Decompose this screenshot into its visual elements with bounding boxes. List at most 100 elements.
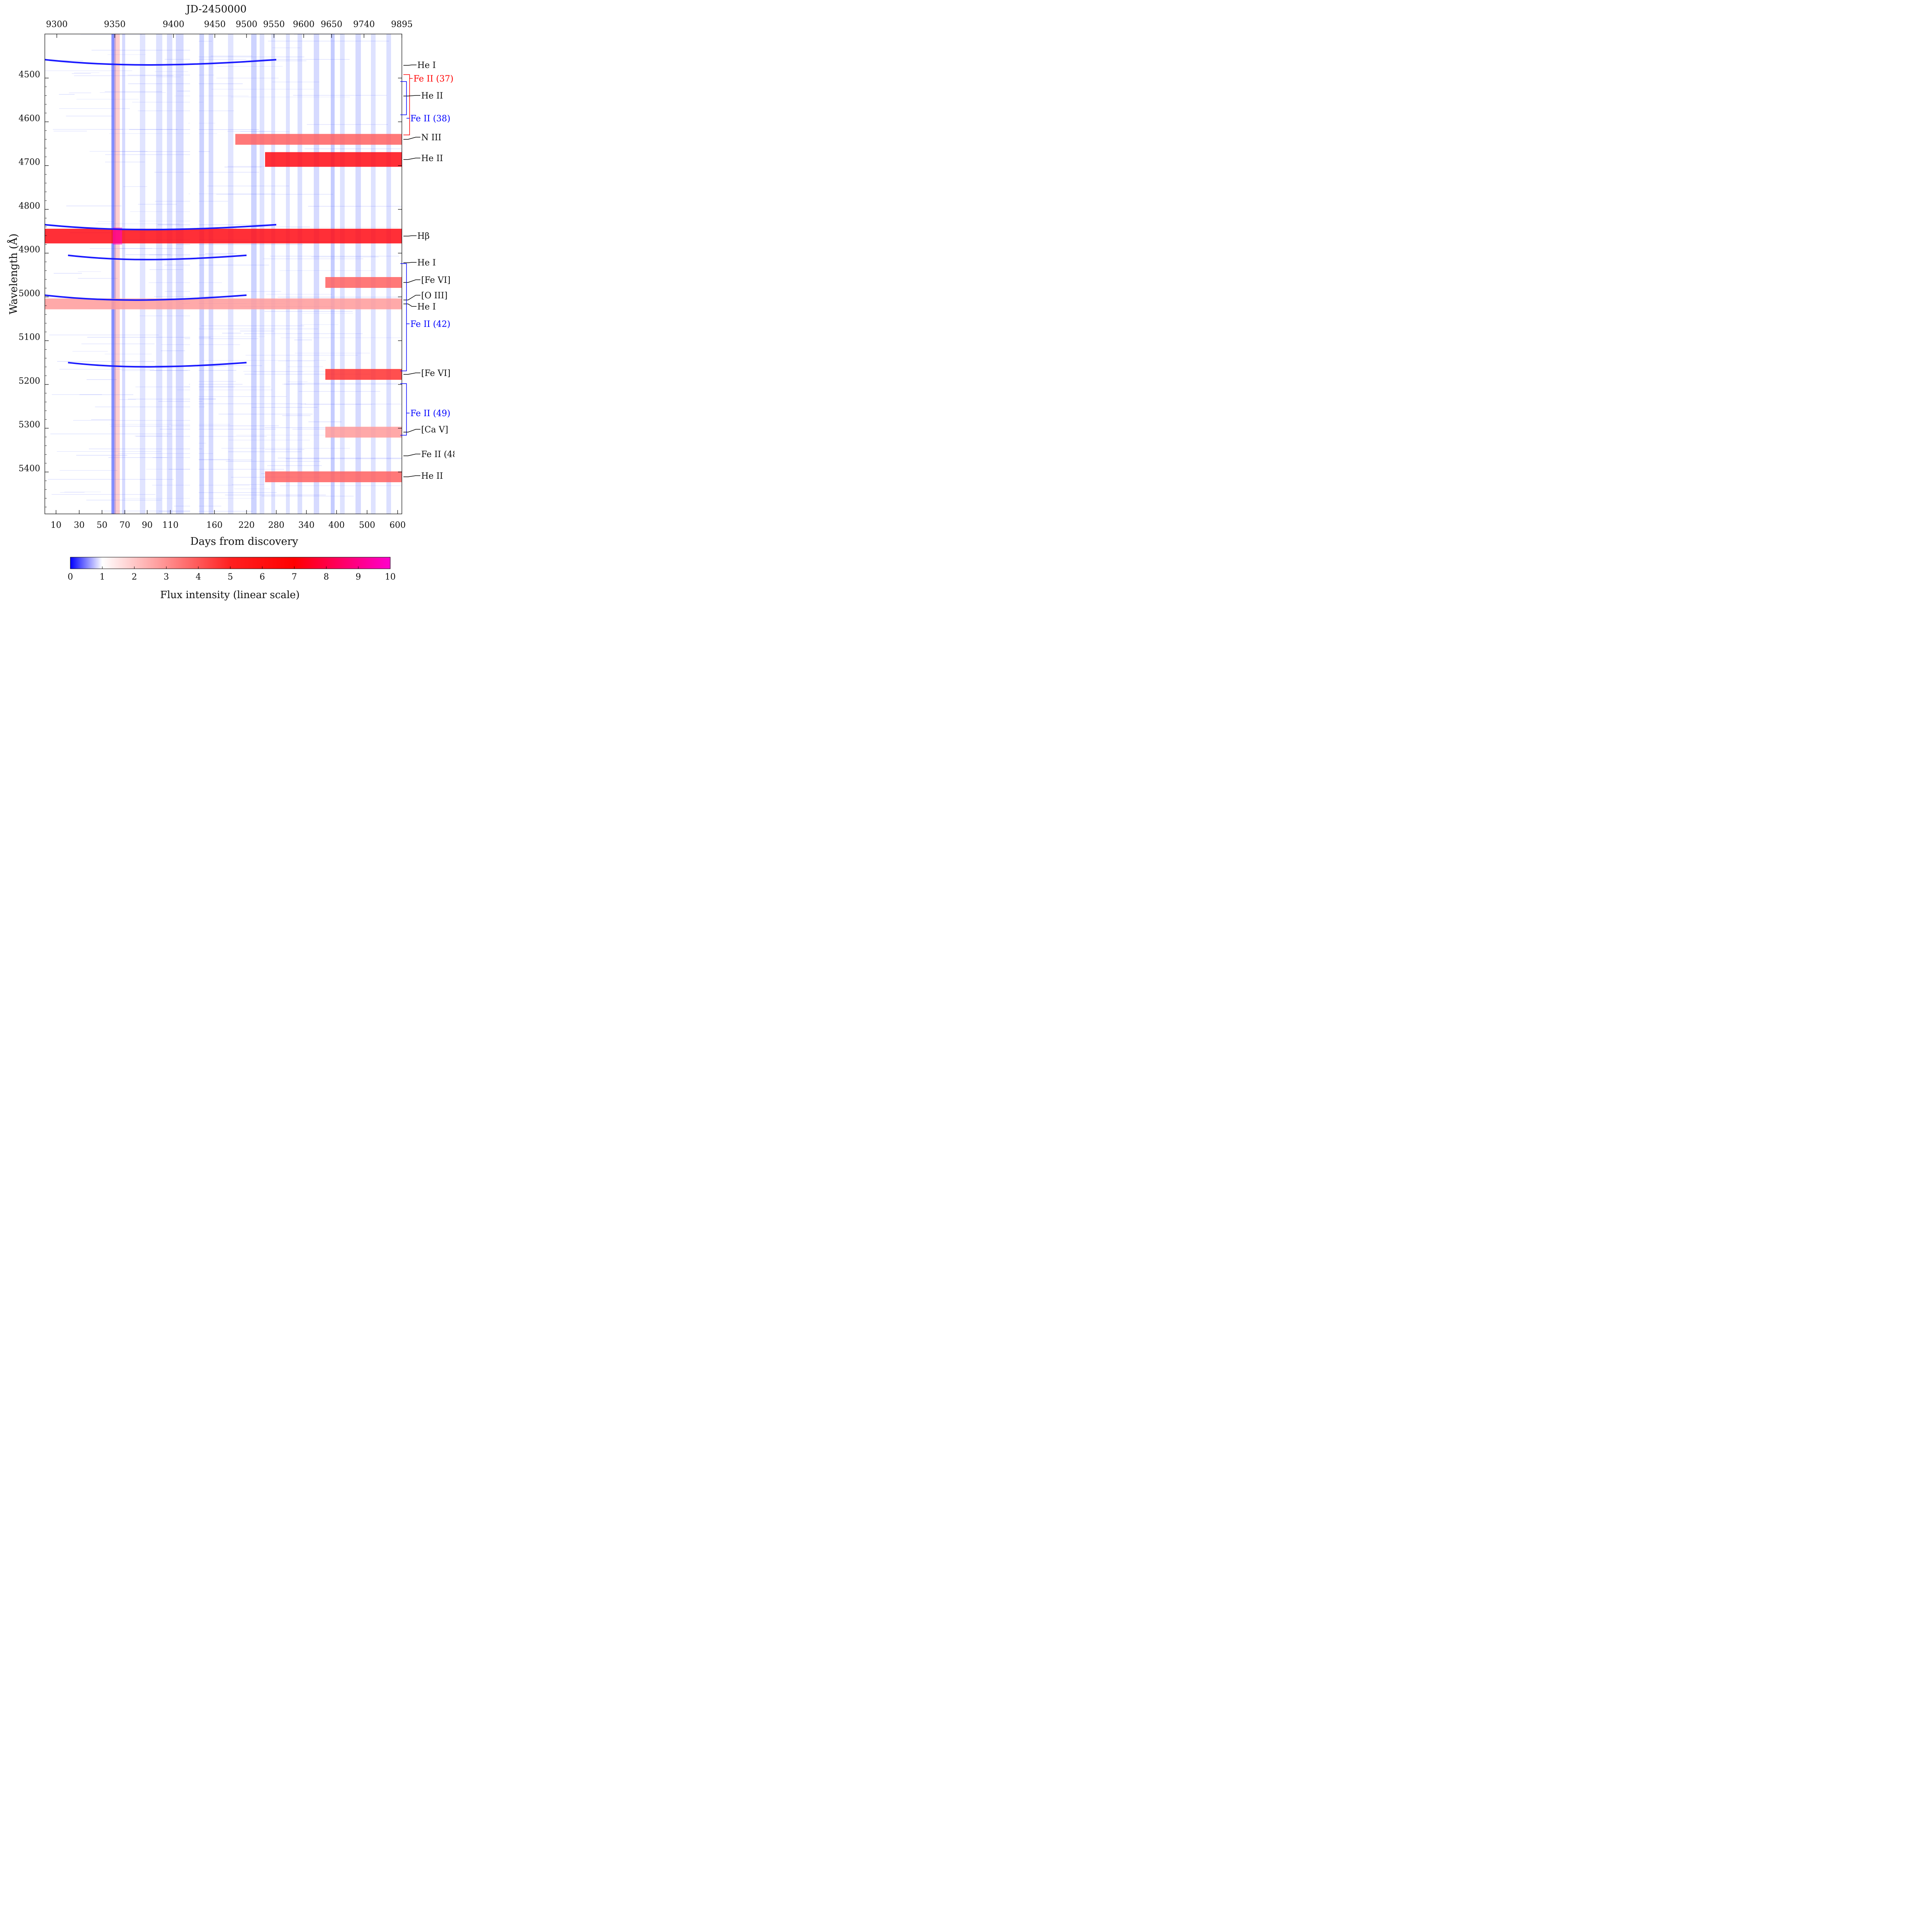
spectral-striation [60, 492, 85, 493]
spectral-striation [176, 244, 303, 245]
continuum-column [355, 34, 361, 514]
colorbar-ticks: 0 1 2 3 4 5 6 7 8 9 10 [68, 566, 396, 582]
heatmap-background [45, 34, 402, 514]
spectral-striation [109, 424, 230, 425]
x-tick-label: 110 [162, 520, 179, 530]
spectral-striation [130, 211, 191, 212]
spectral-striation [111, 151, 210, 152]
continuum-column [314, 34, 319, 514]
colorbar-tick-label: 1 [100, 572, 105, 582]
spectral-striation [126, 254, 171, 255]
continuum-column [251, 34, 257, 514]
spectral-striation [118, 453, 213, 454]
absorption-trough [45, 294, 247, 301]
x-tick-label: 30 [74, 520, 85, 530]
top-tick-label: 9350 [104, 20, 126, 29]
spectral-striation [105, 91, 162, 92]
line-pointer [403, 158, 420, 160]
line-label: [Fe VI] [421, 276, 451, 285]
spectral-striation [97, 221, 114, 222]
emission-band [45, 298, 402, 310]
spectral-striation [307, 124, 388, 125]
heatmap-area [45, 34, 402, 514]
y-tick-label: 4800 [19, 201, 40, 211]
spectral-striation [157, 224, 180, 225]
continuum-column [271, 34, 275, 514]
spectral-striation [301, 324, 338, 325]
spectral-striation [136, 436, 267, 437]
colorbar: 0 1 2 3 4 5 6 7 8 9 10 Flux intensity (linear scal… [68, 557, 396, 601]
x-tick-label: 220 [238, 520, 255, 530]
colorbar-tick-label: 10 [385, 572, 396, 582]
line-pointer [403, 303, 417, 307]
spectral-striation [265, 449, 304, 450]
spectral-striation [184, 338, 259, 339]
line-label: Fe II (49) [410, 409, 451, 418]
spectral-striation [155, 71, 188, 72]
spectral-striation [59, 94, 75, 95]
spectral-striation [149, 269, 183, 270]
spectral-striation [165, 59, 247, 60]
emission-band [45, 228, 402, 243]
spectral-striation [191, 396, 287, 397]
x-tick-label: 500 [359, 520, 375, 530]
spectral-striation [123, 186, 147, 187]
line-bracket [400, 383, 407, 436]
line-pointer [403, 279, 420, 283]
line-label: [Fe VI] [421, 369, 451, 378]
spectral-striation [71, 73, 91, 74]
spectral-striation [74, 75, 173, 76]
continuum-column [111, 34, 114, 514]
spectral-striation [193, 492, 277, 493]
spectral-striation [78, 271, 101, 272]
spectral-striation [45, 70, 133, 71]
spectral-striation [95, 406, 205, 407]
spectral-striation [252, 226, 310, 227]
emission-band [325, 277, 402, 288]
x-axis-title: Days from discovery [190, 536, 298, 548]
spectral-striation [265, 427, 369, 428]
line-pointer [403, 475, 420, 477]
top-tick-label: 9600 [293, 20, 315, 29]
line-bracket [403, 74, 410, 136]
absorption-trough [45, 224, 277, 231]
colorbar-label: Flux intensity (linear scale) [160, 589, 299, 601]
spectral-striation [281, 337, 402, 338]
continuum-column [260, 34, 264, 514]
spectral-striation [231, 484, 265, 485]
line-pointer [403, 137, 420, 140]
spectral-striation [205, 253, 237, 254]
spectral-striation [221, 448, 350, 449]
data-gap [190, 34, 199, 514]
line-label: Fe II (42) [410, 320, 451, 329]
y-tick-label: 4500 [19, 70, 40, 80]
spectral-striation [244, 333, 363, 334]
colorbar-tick-label: 8 [323, 572, 329, 582]
top-axis-title: JD-2450000 [185, 3, 247, 15]
line-label: He I [417, 258, 436, 268]
spectral-striation [171, 425, 279, 426]
continuum-column [298, 34, 302, 514]
line-identifications: He I Fe II (37) He II Fe II (38) N III He II H… [400, 61, 461, 481]
line-label: He I [417, 302, 436, 312]
absorption-trough [68, 362, 247, 368]
spectral-striation [165, 291, 281, 292]
colorbar-tick-label: 6 [260, 572, 265, 582]
spectral-striation [109, 133, 218, 134]
plot-frame [44, 34, 402, 514]
colorbar-tick-label: 3 [163, 572, 169, 582]
spectral-striation [57, 361, 155, 362]
x-tick-label: 70 [119, 520, 130, 530]
spectral-striation [107, 54, 146, 55]
y-tick-label: 5200 [19, 376, 40, 386]
line-pointer [403, 95, 420, 97]
line-label: He II [421, 154, 443, 163]
x-tick-label: 340 [298, 520, 315, 530]
continuum-column [122, 34, 125, 514]
continuum-column [371, 34, 376, 514]
y-tick-label: 5000 [19, 289, 40, 298]
continuum-column [340, 34, 345, 514]
top-tick-label: 9895 [391, 20, 413, 29]
line-label: Fe II (37) [413, 74, 454, 84]
x-tick-label: 50 [97, 520, 107, 530]
